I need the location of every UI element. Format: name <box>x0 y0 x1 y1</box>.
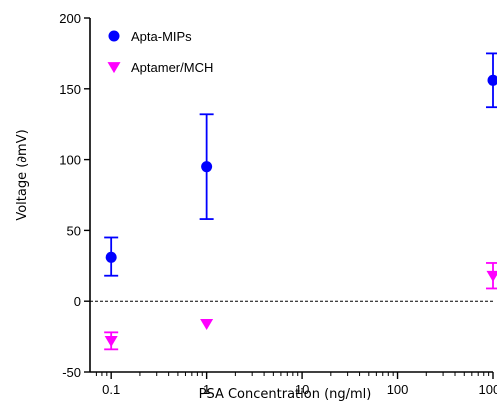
legend-label: Aptamer/MCH <box>131 60 213 75</box>
y-tick-label: 50 <box>67 223 81 238</box>
legend: Apta-MIPs Aptamer/MCH <box>107 29 213 75</box>
x-axis-title: PSA Concentration (ng/ml) <box>199 387 372 402</box>
data-point <box>201 161 213 173</box>
data-point <box>487 74 497 86</box>
y-tick-label: 200 <box>59 11 81 26</box>
data-point <box>486 270 497 282</box>
y-tick-label: -50 <box>62 365 81 380</box>
y-tick-label: 0 <box>74 294 81 309</box>
data-point <box>200 318 214 331</box>
x-tick-label: 1 <box>203 382 210 397</box>
x-tick-label: 10 <box>295 382 309 397</box>
legend-label: Apta-MIPs <box>131 29 192 44</box>
data-marks <box>104 52 497 351</box>
series-aptamer-mch <box>104 262 497 351</box>
y-axis-title: Voltage (∂mV) <box>15 129 30 220</box>
series-apta-mips <box>104 52 497 277</box>
data-point <box>104 335 118 348</box>
legend-marker <box>108 30 120 42</box>
axes: -50 0 50 100 150 200 0.1 1 10 100 1000 <box>59 11 497 397</box>
legend-marker <box>107 62 121 74</box>
y-tick-label: 100 <box>59 153 81 168</box>
x-tick-label: 0.1 <box>102 382 120 397</box>
data-point <box>105 251 117 263</box>
x-tick-label: 1000 <box>479 382 497 397</box>
x-tick-label: 100 <box>387 382 409 397</box>
y-tick-label: 150 <box>59 82 81 97</box>
